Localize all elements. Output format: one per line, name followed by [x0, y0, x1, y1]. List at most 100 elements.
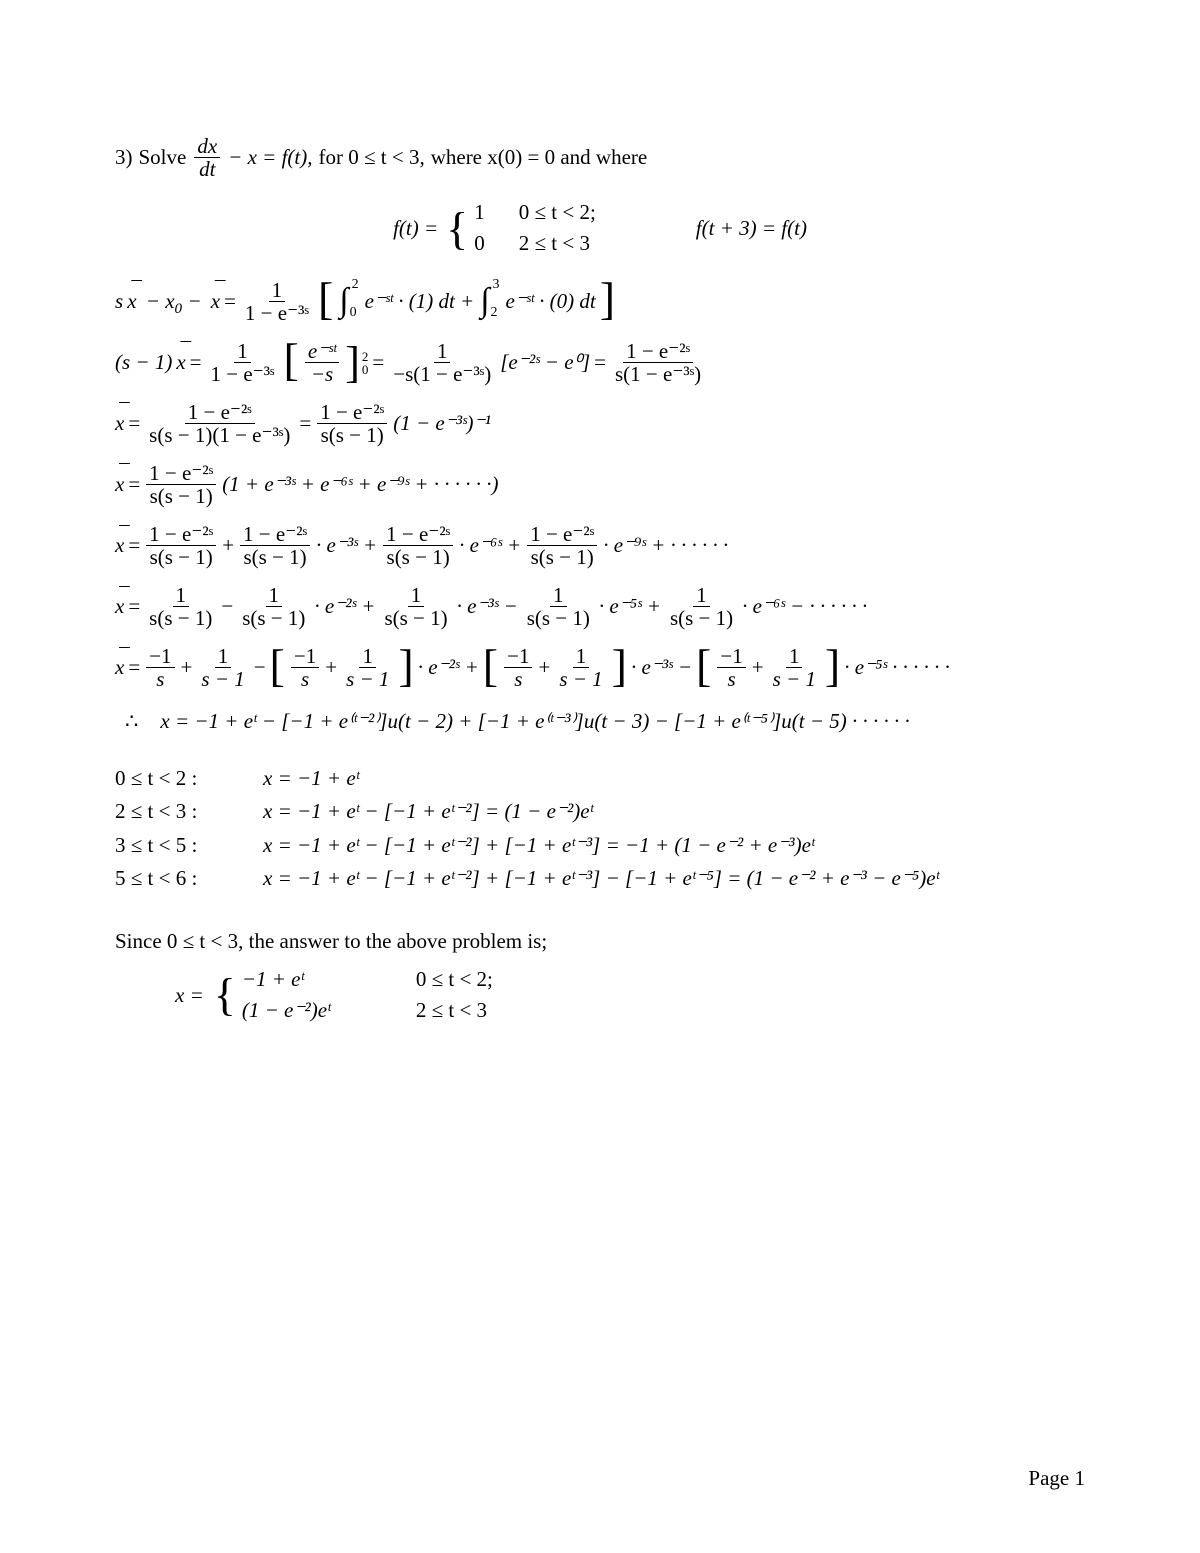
eq2-mid2: =: [594, 348, 606, 377]
eq1-int2-body: e⁻ˢᵗ · (0) dt: [506, 287, 596, 316]
pw2-val: 0: [474, 229, 485, 258]
case-line-1: 0 ≤ t < 2 : x = −1 + eᵗ: [115, 764, 1085, 793]
eq7-t3: · e⁻³ˢ −: [631, 653, 692, 682]
eq-5: x = 1 − e⁻²ˢs(s − 1) + 1 − e⁻²ˢs(s − 1) …: [115, 523, 1085, 568]
eq6-f3: 1s(s − 1): [381, 584, 450, 629]
where-clause: where x(0) = 0 and where: [431, 143, 648, 172]
cases-block: 0 ≤ t < 2 : x = −1 + eᵗ 2 ≤ t < 3 : x = …: [115, 764, 1085, 894]
rbracket-icon: ]: [345, 345, 360, 380]
eq5-t3: · e⁻⁶ˢ +: [459, 531, 521, 560]
eq4-f: 1 − e⁻²ˢ s(s − 1): [146, 462, 216, 507]
case-line-3: 3 ≤ t < 5 : x = −1 + eᵗ − [−1 + eᵗ⁻²] + …: [115, 831, 1085, 860]
eq7-eq: =: [128, 653, 140, 682]
eq1-frac: 1 1 − e⁻³ˢ: [242, 279, 312, 324]
eq7-g1: −1s: [146, 645, 174, 690]
case4-expr: x = −1 + eᵗ − [−1 + eᵗ⁻²] + [−1 + eᵗ⁻³] …: [263, 864, 939, 893]
eq2-eq: =: [190, 348, 202, 377]
solve-word: Solve: [139, 143, 187, 172]
problem-statement: 3) Solve dx dt − x = f(t), for 0 ≤ t < 3…: [115, 135, 1085, 180]
eq-2: (s − 1) x = 1 1 − e⁻³ˢ [ e⁻ˢᵗ −s ] 20 = …: [115, 340, 1085, 385]
eq-8: ∴ x = −1 + eᵗ − [−1 + e⁽ᵗ⁻²⁾]u(t − 2) + …: [125, 707, 1085, 736]
eq2-bf: e⁻ˢᵗ −s: [305, 340, 339, 385]
eq-1: s x − x0 − x = 1 1 − e⁻³ˢ [ ∫20 e⁻ˢᵗ · (…: [115, 279, 1085, 324]
eq5-f1: 1 − e⁻²ˢs(s − 1): [146, 523, 216, 568]
eq3-f2: 1 − e⁻²ˢ s(s − 1): [317, 401, 387, 446]
eq5-t4: · e⁻⁹ˢ + · · · · · ·: [603, 531, 728, 560]
pw2-cond: 2 ≤ t < 3: [519, 229, 590, 258]
rbracket-icon: ]: [825, 648, 840, 685]
minus-x-eq: − x = f(t),: [228, 143, 312, 172]
case2-expr: x = −1 + eᵗ − [−1 + eᵗ⁻²] = (1 − e⁻²)eᵗ: [263, 797, 593, 826]
case1-cond: 0 ≤ t < 2 :: [115, 764, 235, 793]
eq7-g1b: −1s: [291, 645, 319, 690]
eq1-xbar1: x: [127, 287, 136, 316]
eq4-xbar: x: [115, 470, 124, 499]
eq3-tail: (1 − e⁻³ˢ)⁻¹: [393, 409, 491, 438]
eq5-xbar: x: [115, 531, 124, 560]
eq7-t5: · e⁻⁵ˢ · · · · · ·: [844, 653, 950, 682]
eq3-mid: =: [299, 409, 311, 438]
eq1-fn: 1: [269, 279, 286, 302]
eq-4: x = 1 − e⁻²ˢ s(s − 1) (1 + e⁻³ˢ + e⁻⁶ˢ +…: [115, 462, 1085, 507]
eq7-g2c: 1s − 1: [556, 645, 605, 690]
case1-expr: x = −1 + eᵗ: [263, 764, 359, 793]
eq7-g2: 1s − 1: [198, 645, 247, 690]
eq6-f2: 1s(s − 1): [239, 584, 308, 629]
ans2-cond: 2 ≤ t < 3: [416, 996, 487, 1025]
eq6-t4: · e⁻⁵ˢ +: [599, 592, 661, 621]
periodic-cond: f(t + 3) = f(t): [696, 214, 807, 243]
eq2-xbar: x: [176, 348, 185, 377]
eq7-xbar: x: [115, 653, 124, 682]
eq2-mid1: =: [372, 348, 384, 377]
lbracket-icon: [: [318, 281, 333, 318]
ft-lhs: f(t) =: [393, 214, 438, 243]
case-line-2: 2 ≤ t < 3 : x = −1 + eᵗ − [−1 + eᵗ⁻²] = …: [115, 797, 1085, 826]
eq6-f5: 1s(s − 1): [667, 584, 736, 629]
final-answer: x = { −1 + eᵗ 0 ≤ t < 2; (1 − e⁻²)eᵗ 2 ≤…: [175, 965, 1085, 1026]
eq2-lhs: (s − 1): [115, 348, 172, 377]
case2-cond: 2 ≤ t < 3 :: [115, 797, 235, 826]
eq3-f1: 1 − e⁻²ˢ s(s − 1)(1 − e⁻³ˢ): [146, 401, 293, 446]
eq4-eq: =: [128, 470, 140, 499]
eval-bar: ] 20: [345, 345, 368, 380]
pw1-val: 1: [474, 198, 485, 227]
case-line-4: 5 ≤ t < 6 : x = −1 + eᵗ − [−1 + eᵗ⁻²] + …: [115, 864, 1085, 893]
eq5-f4: 1 − e⁻²ˢs(s − 1): [527, 523, 597, 568]
case3-cond: 3 ≤ t < 5 :: [115, 831, 235, 860]
brace-icon: {: [446, 207, 468, 251]
rbracket-icon: ]: [600, 281, 615, 318]
eq6-t2: · e⁻²ˢ +: [314, 592, 375, 621]
lbracket-icon: [: [696, 648, 711, 685]
eq7-t2: · e⁻²ˢ +: [418, 653, 479, 682]
eq6-xbar: x: [115, 592, 124, 621]
case4-cond: 5 ≤ t < 6 :: [115, 864, 235, 893]
eq6-t3: · e⁻³ˢ −: [457, 592, 518, 621]
eq1-minus-x0: − x0 −: [141, 287, 207, 316]
conclusion-text: Since 0 ≤ t < 3, the answer to the above…: [115, 927, 1085, 956]
eq7-g1c: −1s: [504, 645, 532, 690]
eq6-m1: −: [221, 592, 233, 621]
eq8-body: x = −1 + eᵗ − [−1 + e⁽ᵗ⁻²⁾]u(t − 2) + [−…: [160, 707, 909, 736]
eq6-eq: =: [128, 592, 140, 621]
for-clause: for 0 ≤ t < 3,: [319, 143, 425, 172]
eq3-eq: =: [128, 409, 140, 438]
eq4-tail: (1 + e⁻³ˢ + e⁻⁶ˢ + e⁻⁹ˢ + · · · · · ·): [222, 470, 498, 499]
eq1-fd: 1 − e⁻³ˢ: [242, 302, 312, 324]
eq1-xbar2: x: [211, 287, 220, 316]
eq2-br2: [e⁻²ˢ − e⁰]: [500, 348, 590, 377]
pw1-cond: 0 ≤ t < 2;: [519, 198, 596, 227]
lbracket-icon: [: [270, 648, 285, 685]
frac-num: dx: [194, 135, 220, 158]
eq5-eq: =: [128, 531, 140, 560]
problem-number: 3): [115, 143, 133, 172]
ft-piecewise: { 1 0 ≤ t < 2; 0 2 ≤ t < 3: [446, 198, 596, 259]
eq5-f3: 1 − e⁻²ˢs(s − 1): [383, 523, 453, 568]
ans1-val: −1 + eᵗ: [242, 965, 382, 994]
eq5-f2: 1 − e⁻²ˢs(s − 1): [240, 523, 310, 568]
rbracket-icon: ]: [612, 648, 627, 685]
eq1-int1-body: e⁻ˢᵗ · (1) dt +: [365, 287, 475, 316]
rbracket-icon: ]: [398, 648, 413, 685]
page-number: Page 1: [1028, 1464, 1085, 1493]
case3-expr: x = −1 + eᵗ − [−1 + eᵗ⁻²] + [−1 + eᵗ⁻³] …: [263, 831, 814, 860]
eq-7: x = −1s + 1s − 1 − [ −1s + 1s − 1 ] · e⁻…: [115, 645, 1085, 690]
